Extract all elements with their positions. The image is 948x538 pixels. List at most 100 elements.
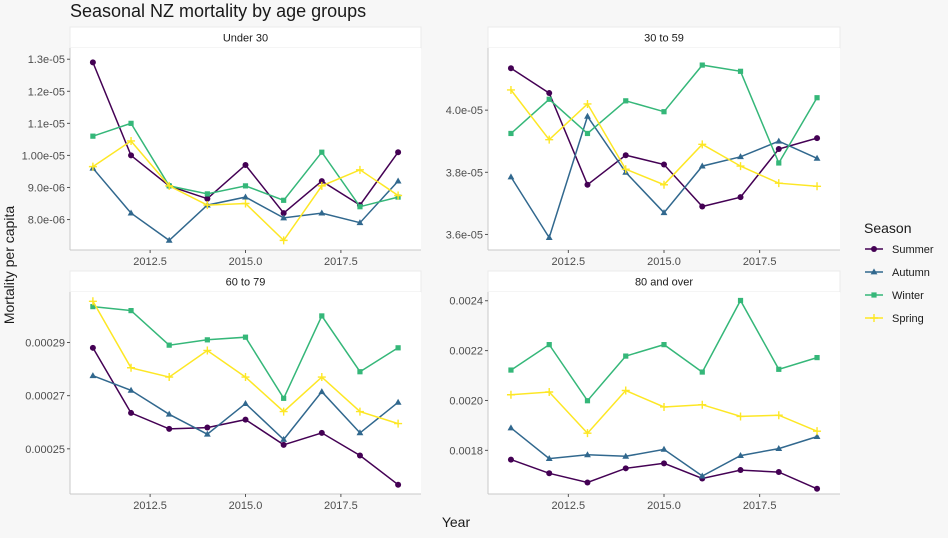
data-point bbox=[165, 181, 174, 190]
data-point bbox=[242, 334, 249, 340]
data-point bbox=[506, 390, 515, 399]
data-point bbox=[204, 424, 211, 431]
data-point bbox=[621, 165, 630, 174]
data-point bbox=[698, 472, 706, 479]
legend-item: Winter bbox=[865, 290, 924, 302]
data-point bbox=[546, 96, 552, 102]
data-point bbox=[317, 373, 326, 382]
data-point bbox=[128, 152, 135, 159]
legend-item-label: Autumn bbox=[892, 267, 930, 279]
y-tick-label: 1.00e-05 bbox=[22, 150, 65, 162]
legend-item: Spring bbox=[865, 313, 924, 325]
data-point bbox=[775, 137, 783, 144]
data-point bbox=[623, 98, 629, 104]
data-point bbox=[90, 133, 96, 139]
data-point bbox=[242, 400, 249, 407]
data-point bbox=[395, 345, 401, 351]
data-point bbox=[127, 136, 136, 145]
data-point bbox=[813, 427, 822, 436]
data-point bbox=[280, 435, 288, 442]
data-point bbox=[88, 297, 97, 306]
series-winter bbox=[508, 62, 820, 166]
y-tick-label: 1.3e-05 bbox=[28, 54, 65, 66]
data-point bbox=[394, 191, 403, 200]
data-point bbox=[394, 419, 403, 428]
legend-item-label: Winter bbox=[892, 290, 924, 302]
facet-strip-label: Under 30 bbox=[223, 33, 268, 45]
data-point bbox=[203, 201, 212, 210]
legend-item-label: Spring bbox=[892, 313, 924, 325]
data-point bbox=[699, 369, 705, 375]
x-tick-label: 2012.5 bbox=[552, 256, 586, 268]
data-point bbox=[622, 465, 629, 472]
data-point bbox=[584, 130, 591, 137]
data-point bbox=[279, 407, 288, 416]
x-tick-label: 2017.5 bbox=[324, 500, 358, 512]
facet-panel: 80 and over 0.0018 0.0020 0.0022 0.0024 2012.… bbox=[449, 270, 841, 512]
series-summer bbox=[507, 456, 821, 492]
data-point bbox=[660, 209, 668, 216]
y-tick-label: 9.0e-06 bbox=[28, 182, 65, 194]
data-point bbox=[661, 460, 667, 467]
plot-background bbox=[70, 48, 421, 250]
data-point bbox=[737, 297, 744, 304]
series-winter bbox=[90, 304, 401, 401]
legend-title: Season bbox=[864, 220, 911, 236]
data-point bbox=[242, 416, 249, 423]
x-tick-label: 2015.0 bbox=[229, 256, 263, 268]
series-spring bbox=[88, 136, 403, 245]
data-point bbox=[281, 197, 287, 203]
legend-item: Summer bbox=[865, 244, 934, 256]
legend-items: Summer Autumn Winter Spring bbox=[865, 244, 934, 325]
legend: Season Summer Autumn Winter Spring bbox=[864, 220, 934, 325]
y-tick-label: 0.00029 bbox=[25, 338, 65, 350]
series-winter bbox=[508, 297, 820, 404]
x-tick-label: 2015.0 bbox=[647, 256, 681, 268]
data-point bbox=[88, 162, 97, 171]
data-point bbox=[507, 424, 515, 431]
data-point bbox=[319, 149, 325, 155]
data-point bbox=[622, 152, 629, 159]
data-point bbox=[357, 204, 363, 210]
data-point bbox=[203, 346, 212, 355]
data-point bbox=[508, 130, 514, 137]
data-point bbox=[814, 354, 820, 361]
y-tick-label: 3.6e-05 bbox=[446, 229, 483, 241]
data-point bbox=[356, 429, 364, 436]
data-point bbox=[394, 177, 402, 184]
data-point bbox=[813, 182, 822, 191]
facet-strip-label: 30 to 59 bbox=[644, 33, 684, 45]
facet-strip-label: 80 and over bbox=[635, 277, 693, 289]
data-point bbox=[699, 62, 705, 68]
facet-panel: Under 30 8.0e-06 9.0e-06 1.00e-05 1.1e-05 1.2… bbox=[22, 26, 422, 268]
data-point bbox=[355, 407, 364, 416]
data-point bbox=[774, 179, 783, 188]
data-point bbox=[89, 372, 97, 379]
data-point bbox=[128, 308, 134, 314]
data-point bbox=[774, 411, 783, 420]
y-tick-label: 0.0022 bbox=[449, 346, 483, 358]
legend-item: Autumn bbox=[865, 267, 930, 279]
facet-panel: 60 to 79 0.00025 0.00027 0.00029 2012.5 2015.… bbox=[25, 270, 422, 512]
data-point bbox=[546, 342, 552, 348]
data-point bbox=[356, 452, 363, 459]
data-point bbox=[546, 470, 553, 477]
data-point bbox=[737, 68, 744, 74]
series-summer bbox=[507, 65, 821, 210]
series-spring bbox=[506, 386, 822, 438]
series-autumn bbox=[507, 112, 821, 240]
data-point bbox=[736, 162, 745, 171]
data-point bbox=[660, 445, 668, 452]
data-point bbox=[661, 342, 667, 348]
data-point bbox=[127, 386, 135, 393]
legend-key-marker bbox=[870, 268, 878, 275]
data-point bbox=[356, 219, 364, 226]
x-tick-label: 2017.5 bbox=[324, 256, 358, 268]
data-point bbox=[89, 344, 96, 351]
data-point bbox=[584, 479, 591, 486]
data-point bbox=[394, 398, 402, 405]
data-point bbox=[241, 373, 250, 382]
data-point bbox=[698, 140, 707, 149]
